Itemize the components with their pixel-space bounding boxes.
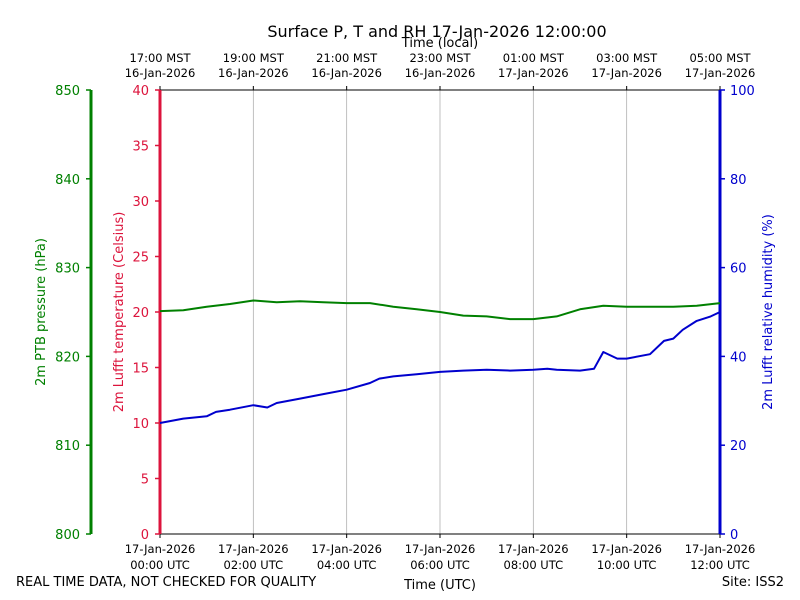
x-tick-label-bottom-time: 06:00 UTC bbox=[410, 558, 470, 572]
x-tick-label-top-time: 05:00 MST bbox=[689, 51, 751, 65]
x-tick-label-bottom-date: 17-Jan-2026 bbox=[218, 542, 289, 556]
x-tick-label-top-time: 01:00 MST bbox=[503, 51, 565, 65]
x-tick-label-top-date: 17-Jan-2026 bbox=[498, 66, 569, 80]
quality-note: REAL TIME DATA, NOT CHECKED FOR QUALITY bbox=[16, 575, 317, 590]
x-tick-label-top-date: 17-Jan-2026 bbox=[685, 66, 756, 80]
chart-title: Surface P, T and RH 17-Jan-2026 12:00:00 bbox=[267, 22, 606, 41]
x-tick-label-top-time: 19:00 MST bbox=[223, 51, 285, 65]
series-humidity-line bbox=[159, 311, 721, 424]
humidity-axis-label: 2m Lufft relative humidity (%) bbox=[761, 214, 776, 410]
series-pressure-line bbox=[159, 299, 721, 321]
x-tick-label-bottom-date: 17-Jan-2026 bbox=[405, 542, 476, 556]
pressure-tick-label: 830 bbox=[55, 262, 80, 277]
x-tick-label-bottom-date: 17-Jan-2026 bbox=[498, 542, 569, 556]
top-axis-label: Time (local) bbox=[401, 36, 478, 51]
x-tick-label-bottom-date: 17-Jan-2026 bbox=[685, 542, 756, 556]
temperature-tick-label: 10 bbox=[132, 417, 149, 432]
x-tick-label-top-date: 16-Jan-2026 bbox=[311, 66, 382, 80]
temperature-tick-label: 15 bbox=[132, 362, 149, 377]
x-tick-label-bottom-time: 04:00 UTC bbox=[317, 558, 377, 572]
x-tick-label-top-time: 17:00 MST bbox=[129, 51, 191, 65]
x-tick-label-top-date: 16-Jan-2026 bbox=[125, 66, 196, 80]
x-tick-label-bottom-date: 17-Jan-2026 bbox=[311, 542, 382, 556]
humidity-tick-label: 20 bbox=[730, 439, 747, 454]
x-tick-label-top-date: 16-Jan-2026 bbox=[218, 66, 289, 80]
x-tick-label-top-time: 03:00 MST bbox=[596, 51, 658, 65]
x-tick-label-top-date: 17-Jan-2026 bbox=[591, 66, 662, 80]
temperature-tick-label: 5 bbox=[141, 473, 149, 488]
temperature-tick-label: 20 bbox=[132, 306, 149, 321]
x-tick-label-bottom-date: 17-Jan-2026 bbox=[125, 542, 196, 556]
x-tick-label-bottom-time: 00:00 UTC bbox=[130, 558, 190, 572]
x-tick-label-top-time: 21:00 MST bbox=[316, 51, 378, 65]
temperature-tick-label: 40 bbox=[132, 84, 149, 99]
humidity-tick-label: 40 bbox=[730, 350, 747, 365]
x-tick-label-bottom-date: 17-Jan-2026 bbox=[591, 542, 662, 556]
humidity-tick-label: 80 bbox=[730, 173, 747, 188]
x-axis-label: Time (UTC) bbox=[403, 578, 476, 593]
humidity-tick-label: 60 bbox=[730, 262, 747, 277]
x-tick-label-bottom-time: 12:00 UTC bbox=[690, 558, 750, 572]
x-tick-label-bottom-time: 08:00 UTC bbox=[504, 558, 564, 572]
pressure-tick-label: 810 bbox=[55, 439, 80, 454]
temperature-tick-label: 25 bbox=[132, 251, 149, 266]
humidity-tick-label: 100 bbox=[730, 84, 755, 99]
temperature-tick-label: 0 bbox=[141, 528, 149, 543]
x-tick-label-bottom-time: 02:00 UTC bbox=[224, 558, 284, 572]
pressure-tick-label: 840 bbox=[55, 173, 80, 188]
temperature-tick-label: 35 bbox=[132, 140, 149, 155]
x-tick-label-top-date: 16-Jan-2026 bbox=[405, 66, 476, 80]
pressure-axis-label: 2m PTB pressure (hPa) bbox=[34, 238, 49, 386]
site-label: Site: ISS2 bbox=[721, 575, 784, 590]
humidity-tick-label: 0 bbox=[730, 528, 738, 543]
temperature-tick-label: 30 bbox=[132, 195, 149, 210]
pressure-tick-label: 820 bbox=[55, 350, 80, 365]
pressure-tick-label: 850 bbox=[55, 84, 80, 99]
pressure-tick-label: 800 bbox=[55, 528, 80, 543]
x-tick-label-bottom-time: 10:00 UTC bbox=[597, 558, 657, 572]
temperature-axis-label: 2m Lufft temperature (Celsius) bbox=[112, 212, 127, 413]
x-tick-label-top-time: 23:00 MST bbox=[409, 51, 471, 65]
